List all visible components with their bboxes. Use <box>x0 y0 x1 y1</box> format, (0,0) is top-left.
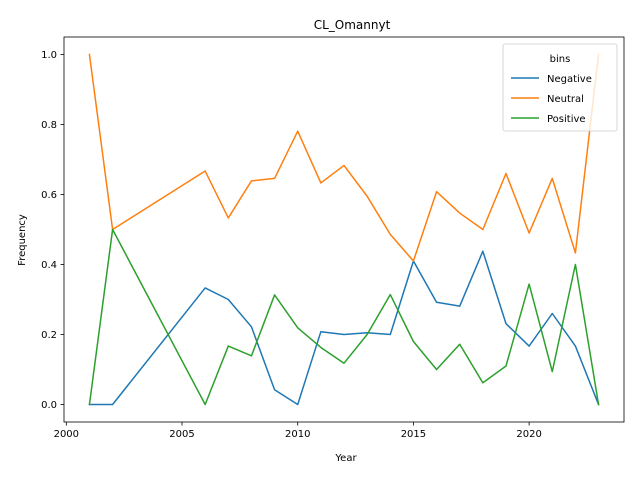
series-line-negative <box>88 250 600 406</box>
x-axis-label: Year <box>334 453 357 464</box>
legend-label-neutral: Neutral <box>547 94 584 105</box>
y-tick-label-4: 0.8 <box>41 120 57 131</box>
legend: bins Negative Neutral Positive <box>502 43 618 132</box>
x-tick-label-2000: 2000 <box>54 429 79 440</box>
series-layer <box>88 53 600 406</box>
x-tick-label-2020: 2020 <box>516 429 541 440</box>
legend-box <box>502 43 618 132</box>
y-axis-label: Frequency <box>17 214 28 266</box>
legend-label-positive: Positive <box>547 114 586 125</box>
series-line-positive <box>88 228 600 406</box>
axes-layer: 2000 2005 2010 2015 2020 0.0 0.2 0.4 0.6 0.8 1.0 <box>41 36 625 440</box>
chart-title: CL_Omannyt <box>314 18 391 32</box>
legend-title: bins <box>550 54 571 65</box>
series-line-neutral <box>88 53 600 262</box>
y-tick-label-2: 0.4 <box>41 260 57 271</box>
y-tick-label-5: 1.0 <box>41 50 57 61</box>
y-tick-label-3: 0.6 <box>41 190 57 201</box>
y-tick-label-0: 0.0 <box>41 400 57 411</box>
axes-frame <box>63 36 625 423</box>
x-tick-label-2015: 2015 <box>401 429 426 440</box>
x-tick-label-2010: 2010 <box>285 429 310 440</box>
x-tick-label-2005: 2005 <box>169 429 194 440</box>
legend-label-negative: Negative <box>547 74 592 85</box>
y-tick-label-1: 0.2 <box>41 330 57 341</box>
